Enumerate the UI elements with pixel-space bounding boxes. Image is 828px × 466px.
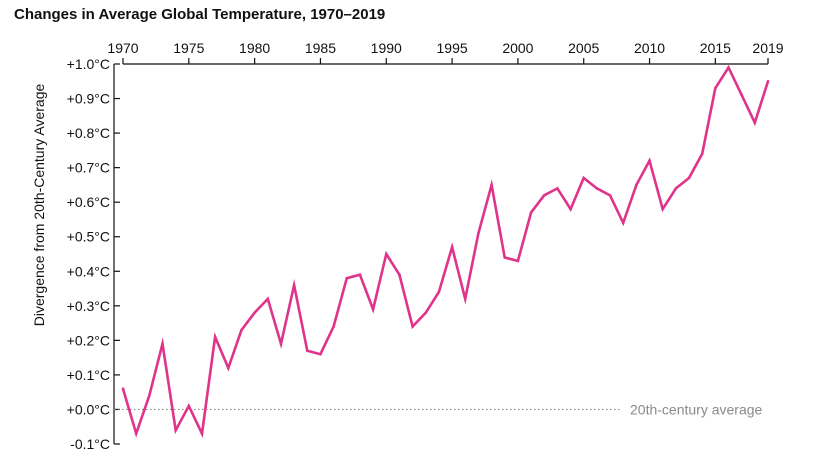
data-point [516,259,520,263]
x-tick-label: 2005 [568,40,599,56]
y-axis: +1.0°C +0.9°C +0.8°C +0.7°C +0.6°C +0.5°C +0.4… [67,56,120,452]
y-tick-label: +0.4°C [67,263,110,279]
y-tick-label: +0.5°C [67,229,110,245]
y-tick-label: +0.3°C [67,298,110,314]
y-tick-label: +1.0°C [67,56,110,72]
data-point [187,404,191,408]
data-point [463,297,467,301]
data-point [727,66,730,69]
data-point [648,159,651,163]
data-point [371,307,375,311]
data-point [266,297,270,301]
data-point [292,283,296,287]
y-tick-label: +0.7°C [67,160,110,176]
x-axis: 1970 1975 1980 1985 1990 1995 2000 2005 2010 2015… [107,40,784,65]
data-point [213,335,217,339]
y-tick-label: +0.2°C [67,332,110,348]
data-point [556,187,559,190]
data-point [490,183,493,187]
data-point [477,231,480,235]
reference-line-label: 20th-century average [630,401,763,417]
data-point [411,325,414,328]
y-tick-label: +0.6°C [67,194,110,210]
x-tick-label: 2015 [700,40,731,56]
x-tick-label: 1995 [437,40,468,56]
series-group [121,64,770,439]
data-point [174,428,177,432]
data-point [437,290,441,294]
data-point [740,93,743,97]
data-point [305,349,309,353]
x-tick-label: 1980 [239,40,270,56]
data-point [542,193,546,197]
data-point [161,342,164,346]
data-point [200,432,204,435]
y-tick-label: +0.0°C [67,401,110,417]
x-tick-label: 2010 [634,40,665,56]
data-point [279,342,283,346]
x-tick-label: 1975 [173,40,204,56]
data-point [766,79,770,83]
data-point [253,311,256,315]
y-tick-label: -0.1°C [70,436,110,452]
data-point [595,187,599,190]
data-point [714,86,717,90]
reference-line-group: 20th-century average [114,401,763,417]
data-point [582,176,586,180]
data-point [148,394,151,397]
data-point [332,325,335,328]
data-point [674,187,678,190]
y-axis-label: Divergence from 20th-Century Average [31,84,47,327]
chart-title: Changes in Average Global Temperature, 1… [14,6,386,23]
data-point [753,121,757,125]
y-tick-label: +0.9°C [67,91,110,107]
x-tick-label: 2019 [752,40,783,56]
data-point [121,387,125,391]
data-point [569,207,572,211]
data-point [608,193,612,197]
data-point [345,276,349,280]
y-tick-label: +0.1°C [67,367,110,383]
data-point [398,273,401,277]
data-point [503,256,507,259]
data-point [529,211,533,214]
x-tick-label: 1990 [371,40,402,56]
data-point [661,207,664,211]
data-point [635,183,638,187]
data-point [621,221,625,225]
data-point [358,273,362,277]
data-point [424,311,428,315]
x-tick-label: 1985 [305,40,336,56]
data-point [450,245,454,249]
data-point [227,366,230,370]
x-tick-label: 1970 [107,40,138,56]
data-point [700,152,704,156]
x-tick-label: 2000 [502,40,533,56]
data-point [134,432,138,435]
data-point [240,328,243,332]
data-point [319,352,322,356]
data-point [687,176,691,180]
y-tick-label: +0.8°C [67,125,110,141]
data-point [384,252,388,256]
series-line [121,64,770,439]
